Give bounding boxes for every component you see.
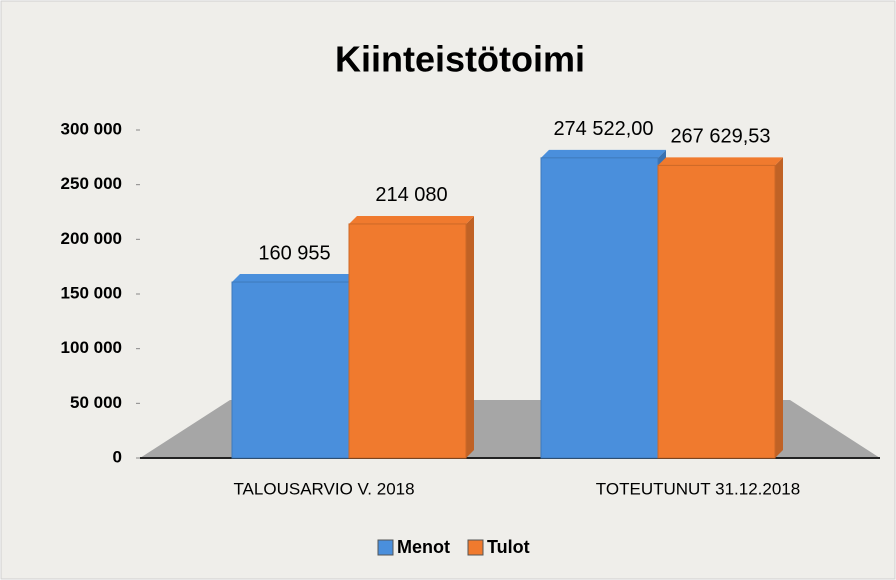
x-tick-label: TOTEUTUNUT 31.12.2018 bbox=[596, 479, 800, 498]
y-tick-label: 200 000 bbox=[61, 229, 122, 248]
y-tick-label: 0 bbox=[113, 447, 122, 466]
value-label: 160 955 bbox=[258, 242, 330, 264]
bar-side bbox=[775, 157, 783, 458]
bar bbox=[348, 223, 467, 459]
bar-top bbox=[349, 215, 474, 224]
value-label: 267 629,53 bbox=[670, 126, 770, 148]
bar bbox=[657, 164, 776, 459]
y-tick-label: 300 000 bbox=[61, 119, 122, 138]
y-tick-label: 100 000 bbox=[61, 338, 122, 357]
x-tick-label: TALOUSARVIO V. 2018 bbox=[233, 479, 414, 498]
y-tick-label: 250 000 bbox=[61, 174, 122, 193]
legend-label: Tulot bbox=[487, 537, 530, 557]
bar bbox=[540, 157, 659, 459]
y-tick-label: 150 000 bbox=[61, 283, 122, 302]
bar-top bbox=[658, 157, 783, 166]
bar bbox=[231, 281, 350, 459]
bar-side bbox=[466, 215, 474, 458]
legend-swatch bbox=[467, 539, 484, 556]
chart-title: Kiinteistötoimi bbox=[335, 39, 585, 80]
value-label: 274 522,00 bbox=[553, 118, 653, 140]
y-tick-label: 50 000 bbox=[70, 393, 122, 412]
legend-label: Menot bbox=[397, 537, 450, 557]
bar-top bbox=[541, 149, 666, 158]
legend-swatch bbox=[377, 539, 394, 556]
value-label: 214 080 bbox=[375, 184, 447, 206]
bar-top bbox=[232, 274, 357, 283]
